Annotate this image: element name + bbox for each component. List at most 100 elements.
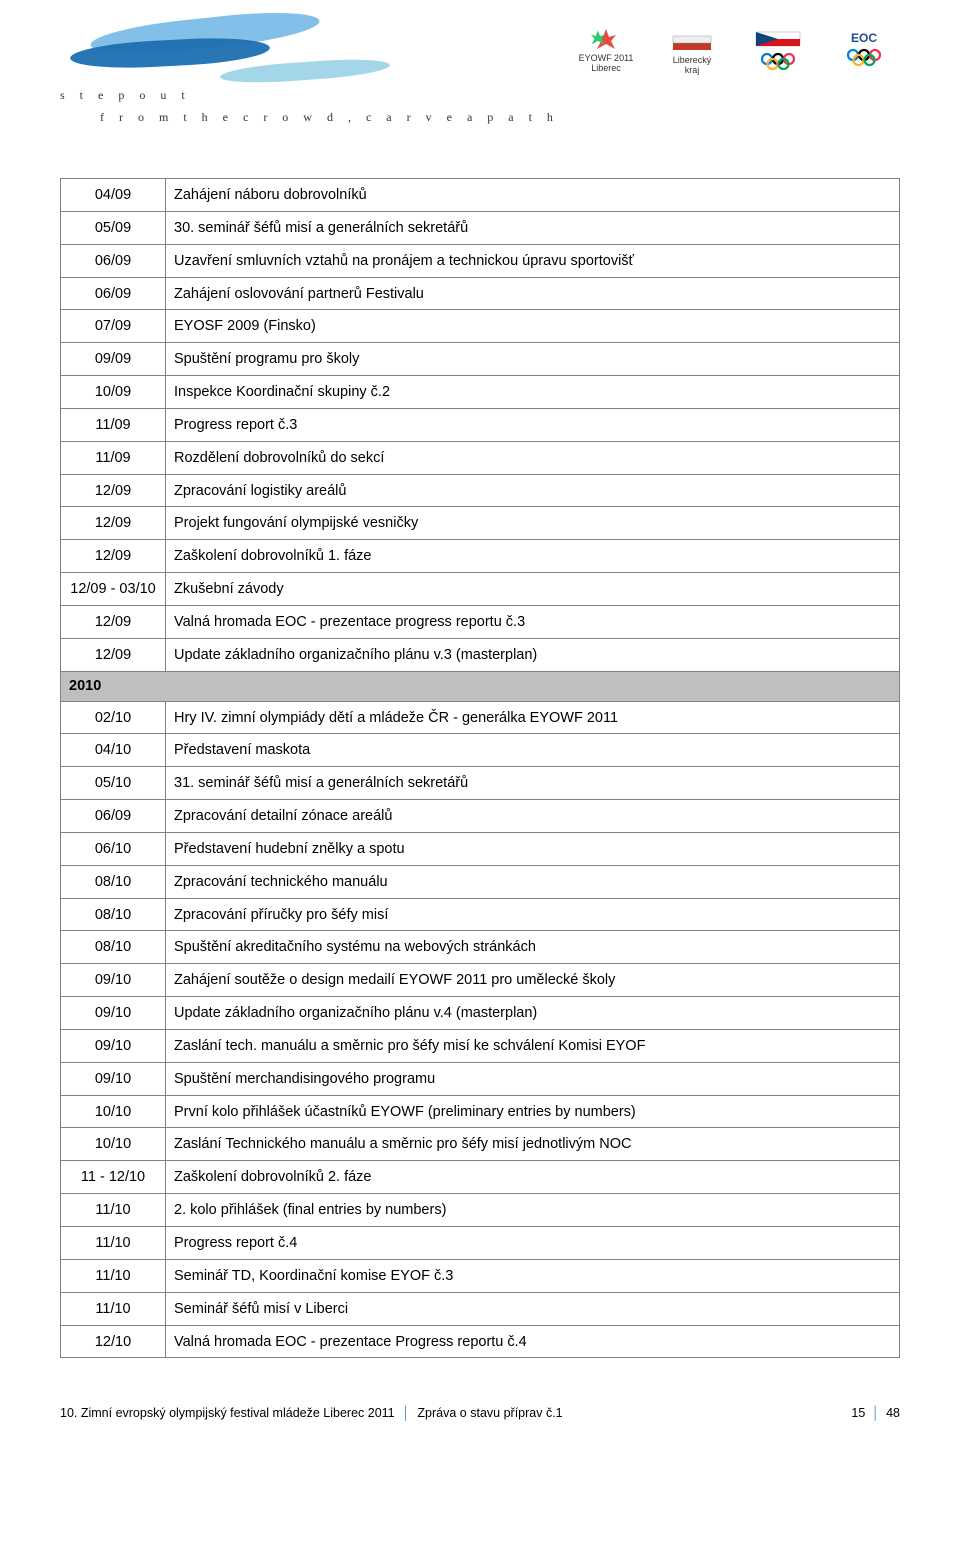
page-footer: 10. Zimní evropský olympijský festival m… [60,1406,900,1420]
header-brand: s t e p o u t f r o m t h e c r o w d , … [60,18,480,138]
text-cell: 31. seminář šéfů misí a generálních sekr… [166,767,900,800]
table-row: 06/09Zahájení oslovování partnerů Festiv… [61,277,900,310]
year-cell: 2010 [61,671,900,701]
text-cell: Uzavření smluvních vztahů na pronájem a … [166,244,900,277]
date-cell: 09/10 [61,964,166,997]
eyowf-logo-label: EYOWF 2011 [579,53,634,63]
header-logos: EYOWF 2011 Liberec Liberecký kraj [570,18,900,78]
date-cell: 10/10 [61,1128,166,1161]
date-cell: 11/10 [61,1292,166,1325]
date-cell: 08/10 [61,898,166,931]
text-cell: Zpracování technického manuálu [166,865,900,898]
text-cell: Seminář šéfů misí v Liberci [166,1292,900,1325]
text-cell: Progress report č.4 [166,1227,900,1260]
date-cell: 06/10 [61,832,166,865]
table-row: 09/10Spuštění merchandisingového program… [61,1062,900,1095]
date-cell: 07/09 [61,310,166,343]
date-cell: 04/09 [61,179,166,212]
table-row: 11/10Progress report č.4 [61,1227,900,1260]
table-row: 12/09Zpracování logistiky areálů [61,474,900,507]
text-cell: Zahájení oslovování partnerů Festivalu [166,277,900,310]
table-row: 09/10Update základního organizačního plá… [61,997,900,1030]
footer-title: 10. Zimní evropský olympijský festival m… [60,1406,395,1420]
schedule-table: 04/09Zahájení náboru dobrovolníků05/0930… [60,178,900,1358]
date-cell: 12/09 [61,605,166,638]
date-cell: 12/09 [61,638,166,671]
date-cell: 11/10 [61,1227,166,1260]
footer-text: 10. Zimní evropský olympijský festival m… [60,1406,563,1420]
table-row: 11/10Seminář šéfů misí v Liberci [61,1292,900,1325]
table-row: 10/10První kolo přihlášek účastníků EYOW… [61,1095,900,1128]
text-cell: Představení maskota [166,734,900,767]
table-row: 06/09Uzavření smluvních vztahů na pronáj… [61,244,900,277]
date-cell: 06/09 [61,277,166,310]
date-cell: 12/09 [61,540,166,573]
footer-separator-icon: │ [398,1406,414,1420]
text-cell: EYOSF 2009 (Finsko) [166,310,900,343]
table-row: 11/09Progress report č.3 [61,408,900,441]
text-cell: Spuštění akreditačního systému na webový… [166,931,900,964]
text-cell: 30. seminář šéfů misí a generálních sekr… [166,211,900,244]
date-cell: 12/09 [61,474,166,507]
text-cell: Zaškolení dobrovolníků 2. fáze [166,1161,900,1194]
text-cell: Zpracování detailní zónace areálů [166,800,900,833]
date-cell: 08/10 [61,931,166,964]
table-row: 12/09 - 03/10Zkušební závody [61,573,900,606]
table-row: 09/09Spuštění programu pro školy [61,343,900,376]
table-row: 02/10Hry IV. zimní olympiády dětí a mlád… [61,701,900,734]
text-cell: Zaškolení dobrovolníků 1. fáze [166,540,900,573]
date-cell: 09/10 [61,997,166,1030]
date-cell: 10/09 [61,376,166,409]
text-cell: 2. kolo přihlášek (final entries by numb… [166,1194,900,1227]
eyowf-logo: EYOWF 2011 Liberec [570,22,642,78]
date-cell: 11/09 [61,408,166,441]
text-cell: Spuštění merchandisingového programu [166,1062,900,1095]
date-cell: 08/10 [61,865,166,898]
table-row: 04/09Zahájení náboru dobrovolníků [61,179,900,212]
date-cell: 11/10 [61,1259,166,1292]
text-cell: Zkušební závody [166,573,900,606]
year-row: 2010 [61,671,900,701]
footer-subtitle: Zpráva o stavu příprav č.1 [417,1406,562,1420]
table-row: 11/09Rozdělení dobrovolníků do sekcí [61,441,900,474]
table-row: 10/10Zaslání Technického manuálu a směrn… [61,1128,900,1161]
table-row: 12/09Projekt fungování olympijské vesnič… [61,507,900,540]
date-cell: 06/09 [61,244,166,277]
text-cell: Seminář TD, Koordinační komise EYOF č.3 [166,1259,900,1292]
text-cell: Zpracování příručky pro šéfy misí [166,898,900,931]
date-cell: 09/10 [61,1062,166,1095]
date-cell: 11/09 [61,441,166,474]
date-cell: 05/10 [61,767,166,800]
text-cell: Update základního organizačního plánu v.… [166,997,900,1030]
date-cell: 12/10 [61,1325,166,1358]
date-cell: 09/10 [61,1029,166,1062]
date-cell: 10/10 [61,1095,166,1128]
date-cell: 09/09 [61,343,166,376]
text-cell: Představení hudební znělky a spotu [166,832,900,865]
page-current: 15 [851,1406,865,1420]
eoc-logo: EOC [828,22,900,78]
eyowf-logo-sublabel: Liberec [591,63,621,73]
svg-text:EOC: EOC [851,31,877,45]
page-separator-icon: │ [869,1406,883,1420]
text-cell: Spuštění programu pro školy [166,343,900,376]
table-row: 09/10Zahájení soutěže o design medailí E… [61,964,900,997]
brush-stroke-icon [220,56,391,86]
text-cell: Update základního organizačního plánu v.… [166,638,900,671]
table-row: 06/10Představení hudební znělky a spotu [61,832,900,865]
table-row: 07/09EYOSF 2009 (Finsko) [61,310,900,343]
table-row: 05/1031. seminář šéfů misí a generálních… [61,767,900,800]
text-cell: První kolo přihlášek účastníků EYOWF (pr… [166,1095,900,1128]
page-header: s t e p o u t f r o m t h e c r o w d , … [60,0,900,178]
text-cell: Valná hromada EOC - prezentace Progress … [166,1325,900,1358]
text-cell: Zahájení náboru dobrovolníků [166,179,900,212]
table-row: 11/102. kolo přihlášek (final entries by… [61,1194,900,1227]
text-cell: Rozdělení dobrovolníků do sekcí [166,441,900,474]
text-cell: Hry IV. zimní olympiády dětí a mládeže Č… [166,701,900,734]
liberecky-kraj-logo: Liberecký kraj [656,22,728,78]
table-row: 09/10Zaslání tech. manuálu a směrnic pro… [61,1029,900,1062]
text-cell: Zaslání tech. manuálu a směrnic pro šéfy… [166,1029,900,1062]
page-total: 48 [886,1406,900,1420]
text-cell: Valná hromada EOC - prezentace progress … [166,605,900,638]
date-cell: 06/09 [61,800,166,833]
